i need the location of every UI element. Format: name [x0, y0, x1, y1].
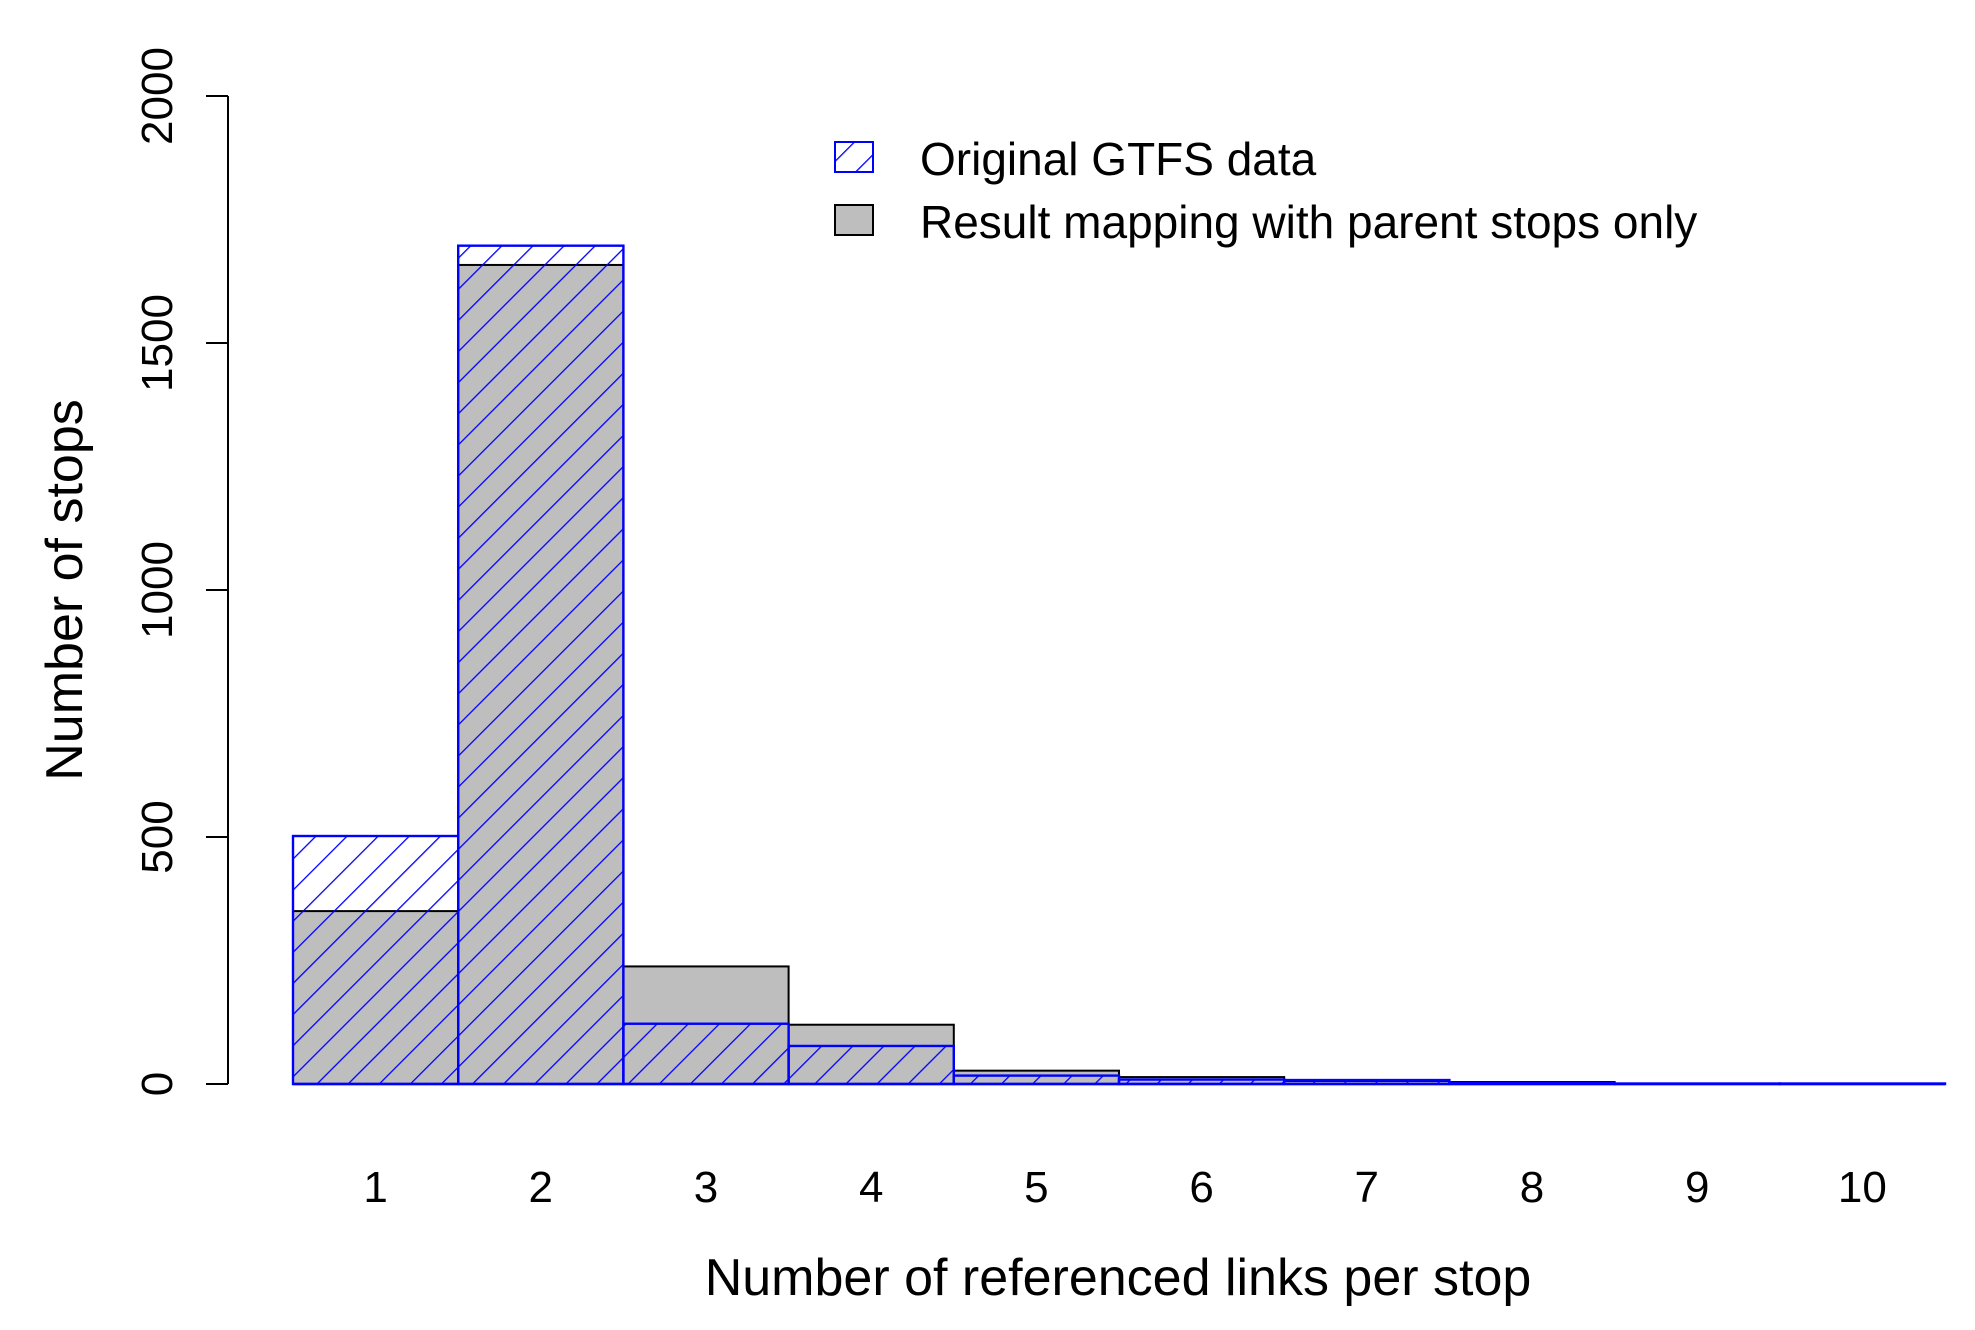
x-tick-label-10: 10 [1838, 1163, 1887, 1212]
x-tick-label-1: 1 [363, 1163, 387, 1212]
x-tick-label-4: 4 [859, 1163, 883, 1212]
plot-area [291, 244, 1947, 1086]
x-tick-label-8: 8 [1520, 1163, 1544, 1212]
legend-label-result: Result mapping with parent stops only [920, 196, 1697, 248]
legend-swatch-result [834, 204, 874, 236]
x-axis: 1 2 3 4 5 6 7 8 9 10 [363, 1163, 1887, 1212]
y-axis-label: Number of stops [36, 399, 94, 781]
hatched-bars [291, 244, 1947, 1086]
x-tick-label-3: 3 [694, 1163, 718, 1212]
legend-swatch-original [834, 141, 874, 173]
legend: Original GTFS data Result mapping with p… [834, 133, 1697, 248]
bar-original-4 [787, 1044, 955, 1086]
x-axis-label: Number of referenced links per stop [705, 1249, 1532, 1307]
legend-label-original: Original GTFS data [920, 133, 1317, 185]
y-axis: 0 500 1000 1500 2000 [133, 47, 229, 1096]
x-tick-label-5: 5 [1024, 1163, 1048, 1212]
x-tick-label-9: 9 [1685, 1163, 1709, 1212]
y-tick-label-500: 500 [133, 800, 182, 873]
bar-original-3 [622, 1022, 790, 1086]
y-tick-label-1000: 1000 [133, 541, 182, 639]
x-tick-label-7: 7 [1355, 1163, 1379, 1212]
y-tick-label-0: 0 [133, 1072, 182, 1096]
legend-item-result: Result mapping with parent stops only [834, 196, 1697, 248]
x-tick-label-6: 6 [1189, 1163, 1213, 1212]
y-tick-label-1500: 1500 [133, 294, 182, 392]
legend-item-original: Original GTFS data [834, 133, 1317, 185]
bar-original-2 [457, 244, 625, 1086]
bar-original-1 [291, 834, 460, 1086]
x-tick-label-2: 2 [529, 1163, 553, 1212]
y-tick-label-2000: 2000 [133, 47, 182, 145]
